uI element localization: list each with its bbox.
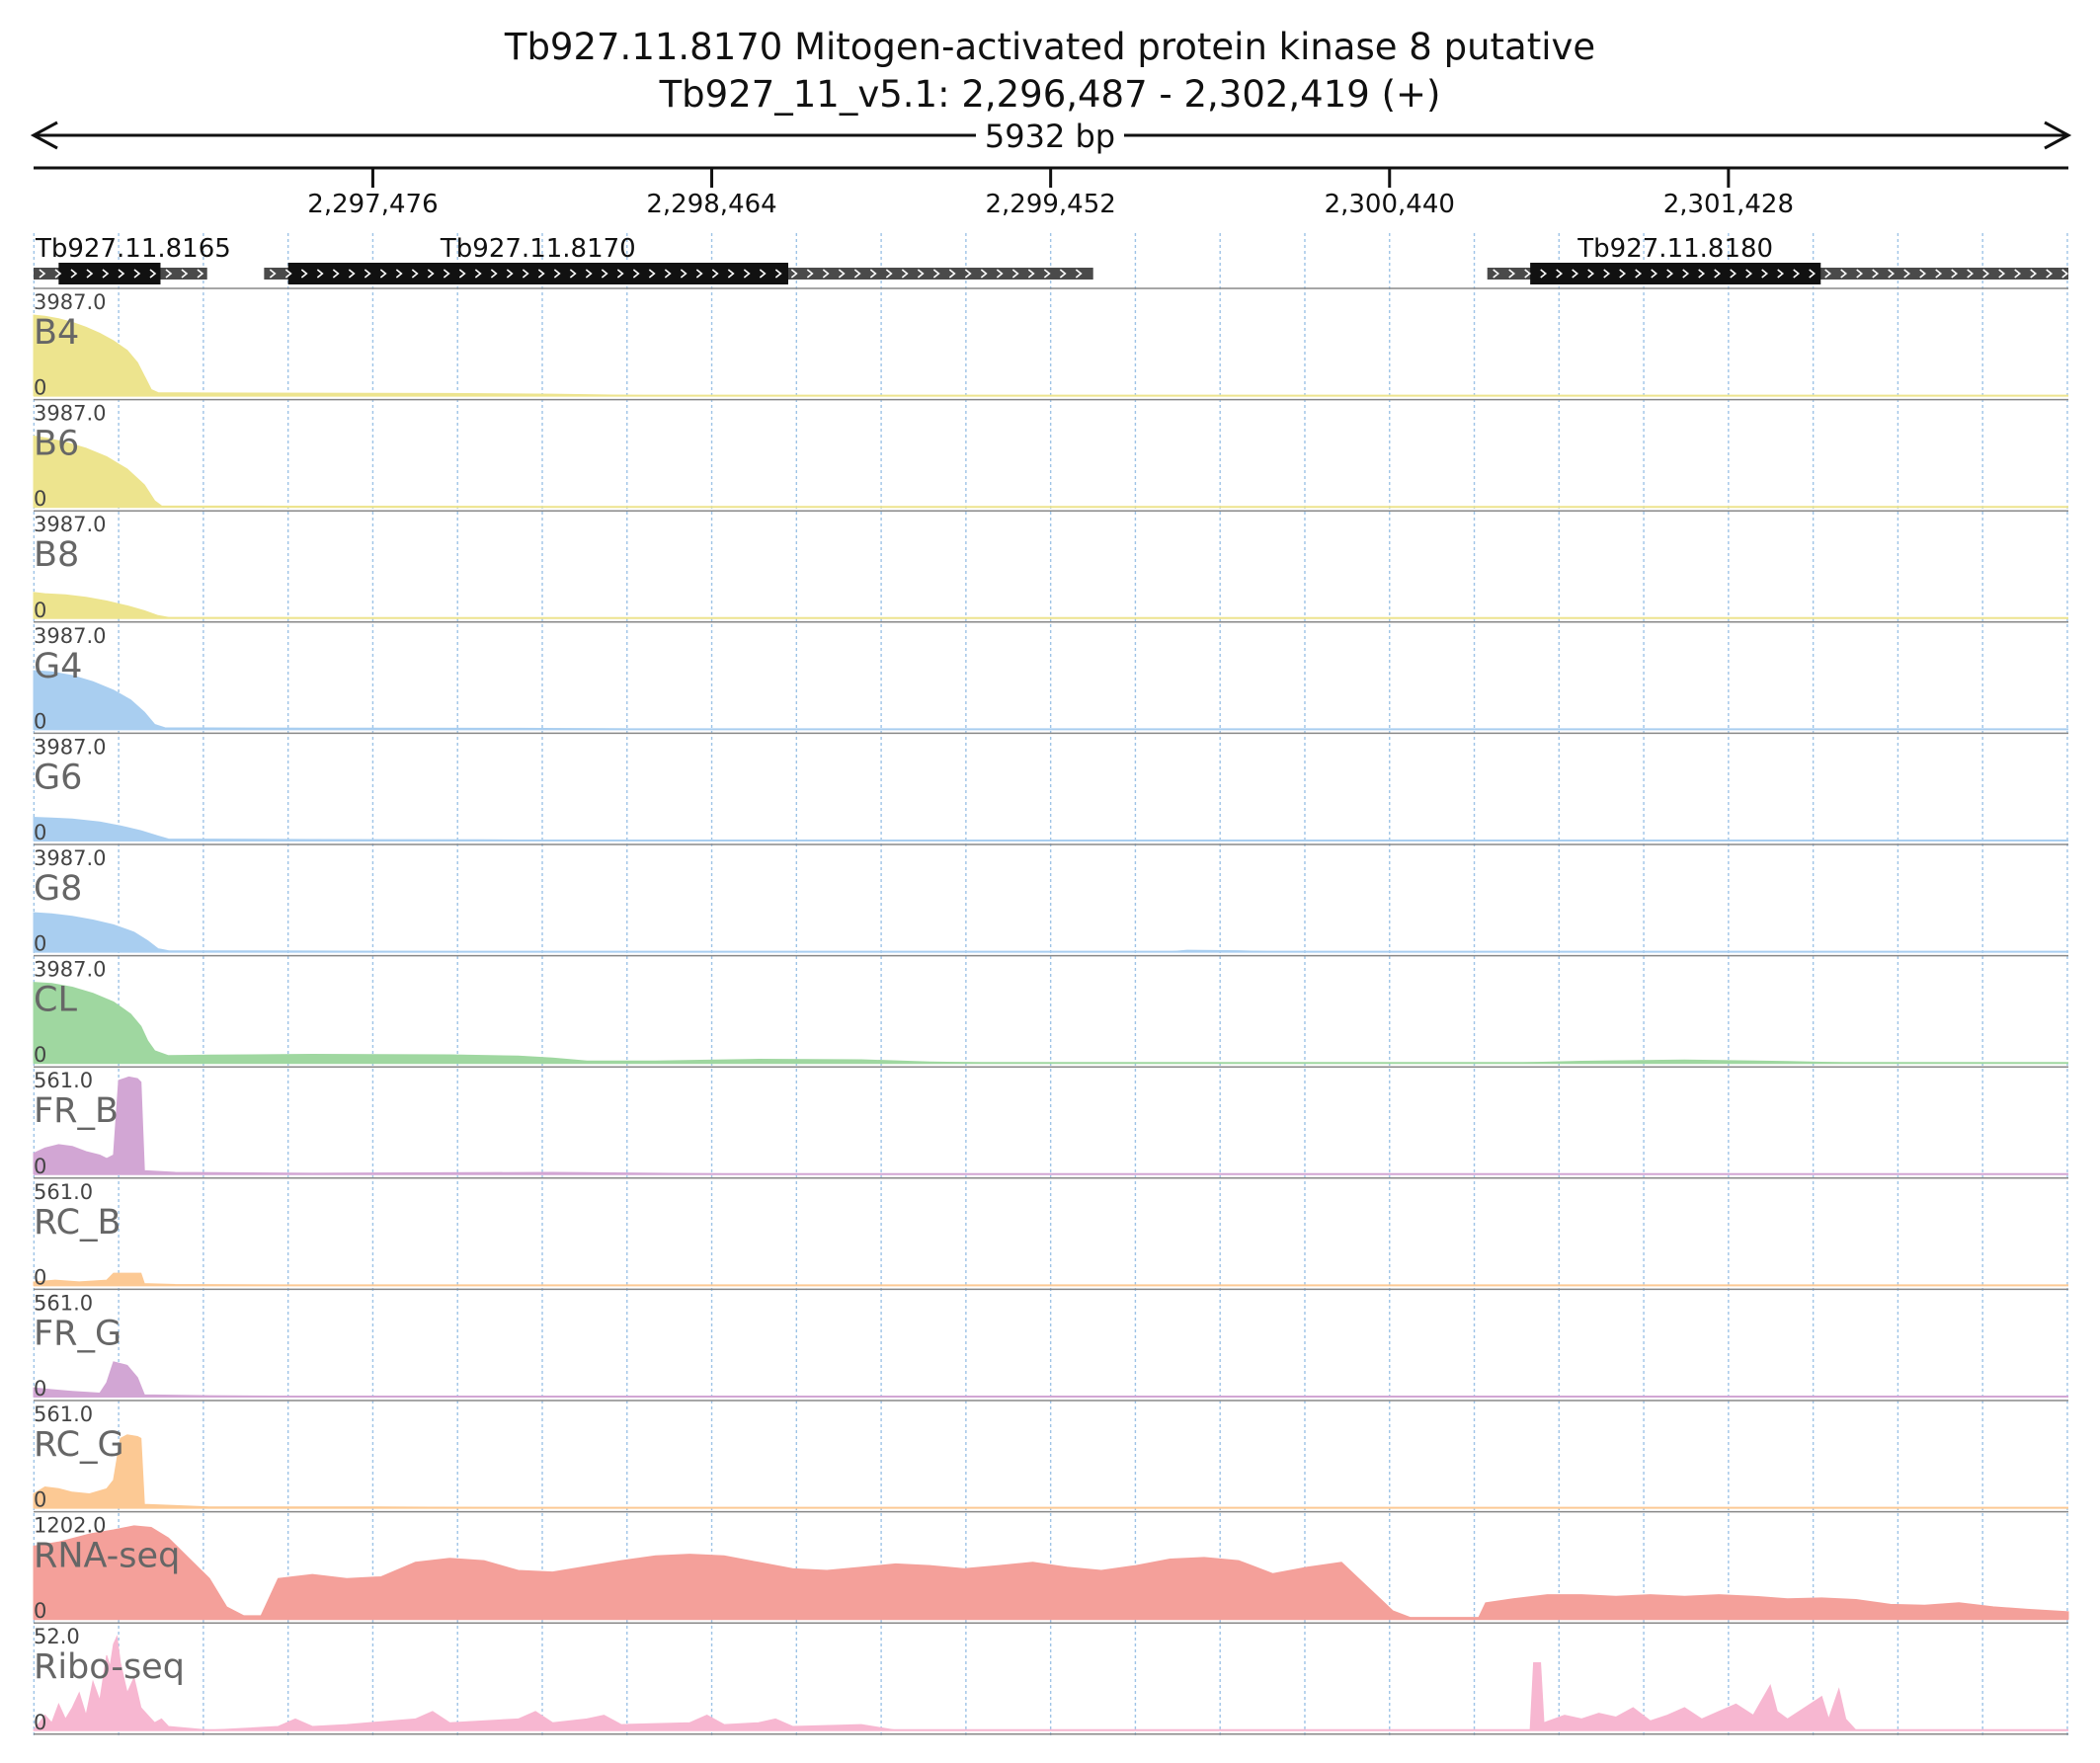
figure-header: Tb927.11.8170 Mitogen-activated protein … <box>504 26 1595 116</box>
track-name: G6 <box>34 758 82 797</box>
gene-label: Tb927.11.8165 <box>35 234 231 264</box>
track-zero-label: 0 <box>34 599 46 622</box>
track-zero-label: 0 <box>34 821 46 844</box>
track-name: Ribo-seq <box>34 1647 185 1687</box>
span-indicator: 5932 bp <box>30 117 2072 155</box>
axis-tick-label: 2,297,476 <box>307 190 438 219</box>
track-zero-label: 0 <box>34 1155 46 1178</box>
track-name: CL <box>34 981 77 1020</box>
gene-cds-bar <box>58 263 161 284</box>
track-name: G4 <box>34 647 82 686</box>
axis-tick-label: 2,298,464 <box>646 190 776 219</box>
track-name: RC_B <box>34 1203 121 1242</box>
track-name: FR_B <box>34 1091 119 1131</box>
track-max-label: 3987.0 <box>34 624 106 648</box>
coordinate-axis: 2,297,476 2,298,464 2,299,452 2,300,440 2,30… <box>34 166 2068 219</box>
track-max-label: 3987.0 <box>34 846 106 870</box>
track-zero-label: 0 <box>34 932 46 956</box>
track-name: FR_G <box>34 1314 121 1353</box>
track-zero-label: 0 <box>34 1711 46 1734</box>
track-zero-label: 0 <box>34 1488 46 1512</box>
coverage-track: 3987.0B8 0 <box>33 513 2068 623</box>
coverage-area <box>33 1525 2069 1620</box>
coverage-track: 3987.0CL 0 <box>33 958 2068 1068</box>
coverage-area <box>32 1635 2068 1731</box>
track-zero-label: 0 <box>34 1377 46 1401</box>
track-zero-label: 0 <box>34 1043 46 1067</box>
strand-arrows-icon <box>39 269 204 279</box>
axis-tick-label: 2,299,452 <box>985 190 1115 219</box>
gene-label: Tb927.11.8180 <box>1576 234 1773 264</box>
coverage-tracks: 3987.0B403987.0B603987.0B803987.0G403987… <box>32 287 2069 1735</box>
track-name: RNA-seq <box>34 1537 180 1576</box>
track-zero-label: 0 <box>34 1599 46 1623</box>
chart-subtitle: Tb927_11_v5.1: 2,296,487 - 2,302,419 (+) <box>659 73 1441 116</box>
track-zero-label: 0 <box>34 487 46 511</box>
track-zero-label: 0 <box>34 1265 46 1289</box>
coverage-area <box>33 1076 2068 1175</box>
gene-feature: Tb927.11.8165 <box>34 234 231 284</box>
track-max-label: 561.0 <box>34 1291 93 1315</box>
axis-tick-label: 2,300,440 <box>1325 190 1455 219</box>
span-arrow-left-icon <box>30 120 58 150</box>
track-max-label: 3987.0 <box>34 402 106 426</box>
strand-arrows-icon <box>269 269 1083 279</box>
gene-feature: Tb927.11.8180 <box>1487 234 2069 284</box>
coverage-track: 561.0FR_B 0 <box>33 1069 2068 1179</box>
gene-cds-bar <box>287 263 788 284</box>
coverage-track: 561.0FR_G 0 <box>33 1291 2068 1402</box>
track-name: G8 <box>34 869 82 909</box>
gene-label: Tb927.11.8170 <box>440 234 636 264</box>
track-max-label: 561.0 <box>34 1069 93 1092</box>
track-max-label: 3987.0 <box>34 958 106 982</box>
track-zero-label: 0 <box>34 709 46 733</box>
gene-cds-bar <box>1530 263 1821 284</box>
gene-feature: Tb927.11.8170 <box>264 234 1093 284</box>
track-name: RC_G <box>34 1425 124 1465</box>
coverage-area <box>33 982 2068 1064</box>
span-label: 5932 bp <box>985 118 1115 155</box>
coverage-track: 3987.0G8 0 <box>33 846 2068 957</box>
track-max-label: 3987.0 <box>34 290 106 314</box>
coverage-track: 3987.0G4 0 <box>33 624 2068 735</box>
track-max-label: 3987.0 <box>34 513 106 536</box>
coverage-track: 3987.0G6 0 <box>33 735 2068 845</box>
track-max-label: 52.0 <box>34 1625 80 1648</box>
span-label-bg <box>976 117 1124 154</box>
gene-annotation-track: Tb927.11.8165 Tb927.11.8170 Tb927.11.8180 <box>34 234 2069 284</box>
track-name: B6 <box>34 425 79 464</box>
track-max-label: 561.0 <box>34 1180 93 1204</box>
coverage-track: 3987.0B6 0 <box>33 402 2068 512</box>
track-max-label: 561.0 <box>34 1402 93 1426</box>
track-zero-label: 0 <box>34 376 46 400</box>
chart-title: Tb927.11.8170 Mitogen-activated protein … <box>504 26 1595 68</box>
track-name: B4 <box>34 313 79 353</box>
coverage-track: 3987.0B4 0 <box>33 290 2068 401</box>
span-arrow-right-icon <box>2044 120 2072 150</box>
track-max-label: 1202.0 <box>34 1514 106 1538</box>
track-name: B8 <box>34 535 79 575</box>
axis-tick-label: 2,301,428 <box>1663 190 1794 219</box>
track-max-label: 3987.0 <box>34 735 106 759</box>
coverage-track: 561.0RC_G 0 <box>33 1402 2068 1513</box>
strand-arrows-icon <box>1493 269 2069 279</box>
coverage-track: 561.0RC_B 0 <box>33 1180 2068 1291</box>
